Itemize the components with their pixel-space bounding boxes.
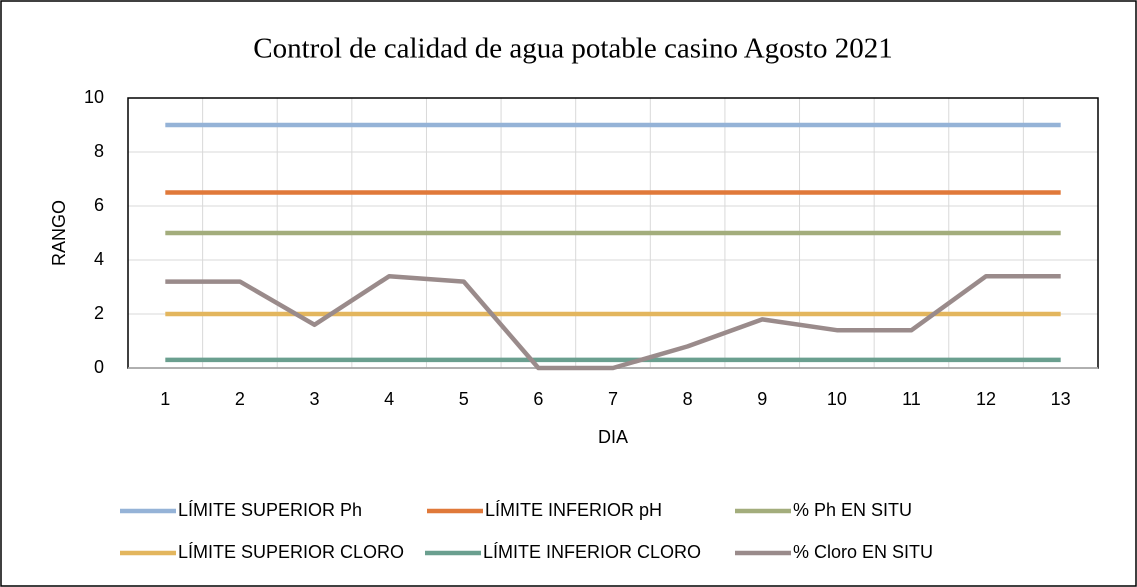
x-tick-label: 11 <box>902 389 921 409</box>
x-tick-label: 12 <box>976 389 996 409</box>
series-line <box>165 273 1061 371</box>
legend-label: % Cloro EN SITU <box>793 542 933 562</box>
chart-title: Control de calidad de agua potable casin… <box>253 33 892 65</box>
y-tick-label: 6 <box>94 195 104 215</box>
x-tick-label: 5 <box>459 389 469 409</box>
x-tick-label: 9 <box>757 389 767 409</box>
x-tick-label: 7 <box>608 389 618 409</box>
x-tick-label: 8 <box>683 389 693 409</box>
y-tick-label: 8 <box>94 141 104 161</box>
legend-label: LÍMITE SUPERIOR Ph <box>178 500 362 520</box>
x-axis-title: DIA <box>598 427 628 447</box>
x-tick-label: 1 <box>160 389 170 409</box>
legend-label: % Ph EN SITU <box>793 500 912 520</box>
y-tick-label: 2 <box>94 303 104 323</box>
x-tick-label: 10 <box>827 389 847 409</box>
y-tick-label: 10 <box>84 87 104 107</box>
legend-label: LÍMITE INFERIOR CLORO <box>483 542 701 562</box>
y-tick-label: 4 <box>94 249 104 269</box>
x-tick-label: 6 <box>533 389 543 409</box>
x-tick-label: 4 <box>384 389 394 409</box>
x-tick-label: 3 <box>310 389 320 409</box>
y-tick-label: 0 <box>94 357 104 377</box>
y-axis-title: RANGO <box>49 200 69 266</box>
legend-label: LÍMITE INFERIOR pH <box>485 500 662 520</box>
legend-label: LÍMITE SUPERIOR CLORO <box>178 542 404 562</box>
x-tick-label: 13 <box>1051 389 1071 409</box>
x-tick-label: 2 <box>235 389 245 409</box>
